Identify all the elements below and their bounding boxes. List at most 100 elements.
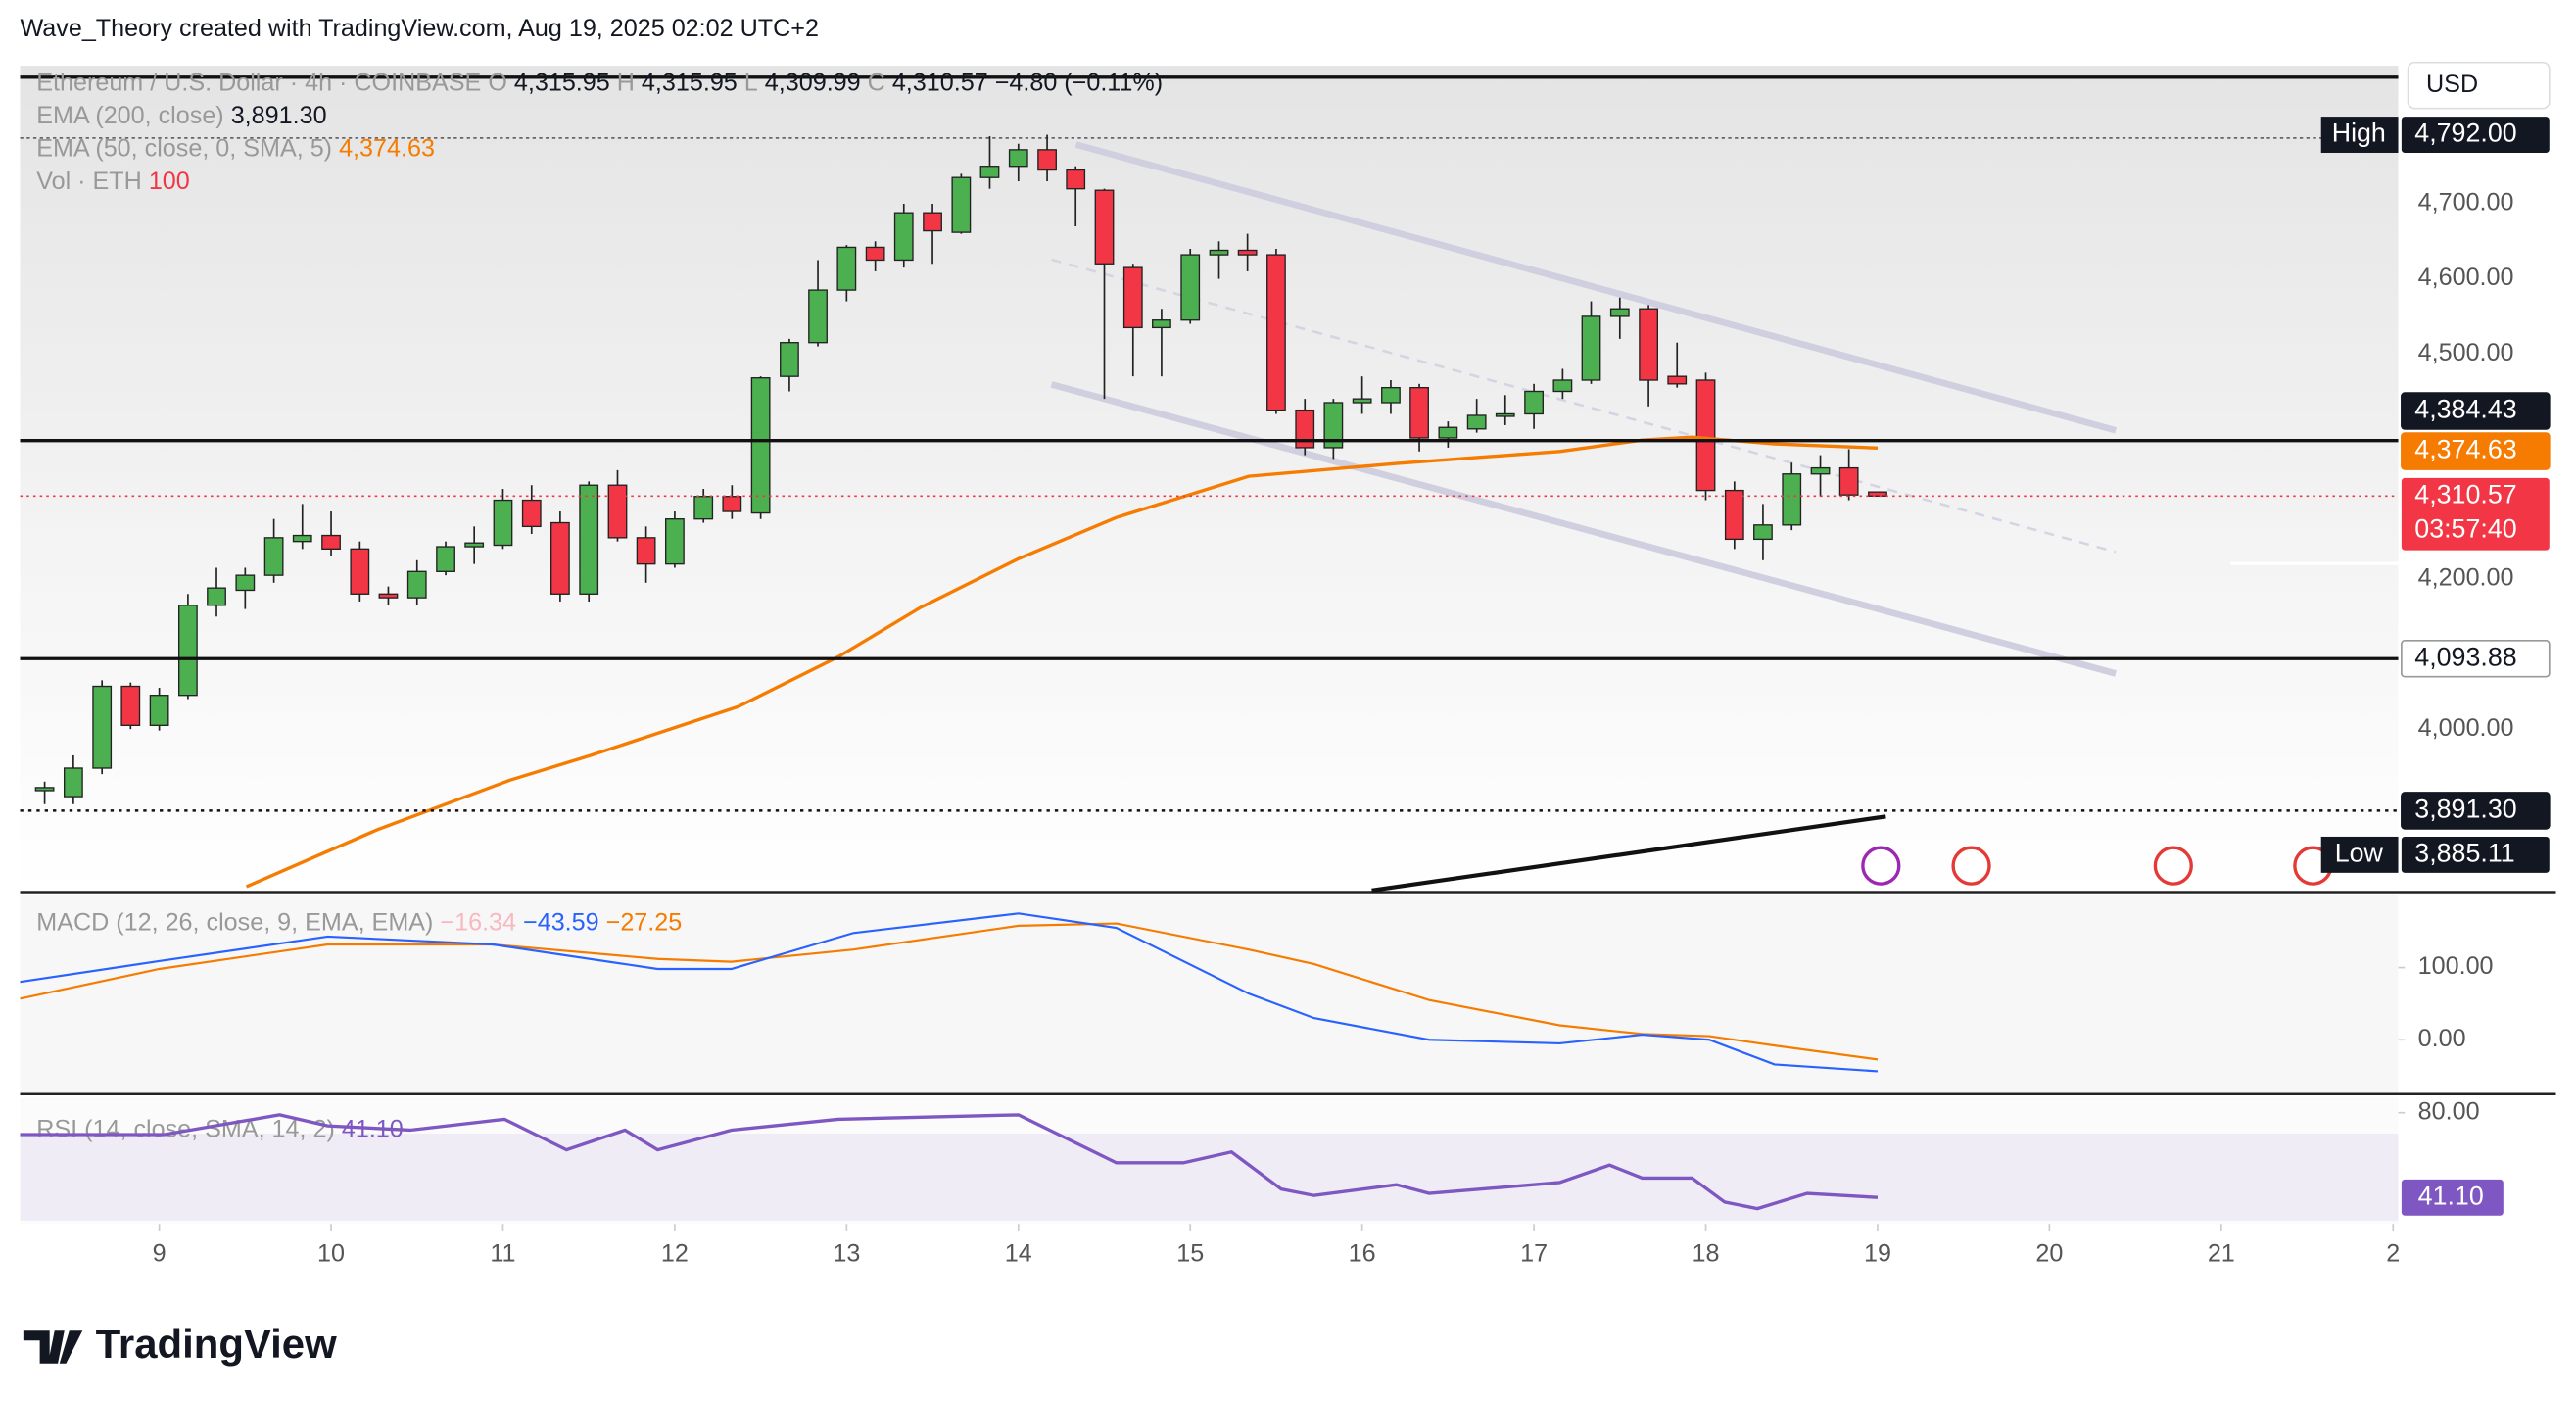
candle-body [579,484,599,595]
candle-body [979,166,1000,178]
candle-body [120,685,141,726]
macd-tick-label: 0.00 [2418,1025,2466,1052]
level-label-box [2401,639,2551,678]
x-tick-label: 12 [661,1240,689,1268]
candle-body [1295,409,1315,449]
event-icon [1861,846,1901,886]
ema200-label: 3,891.30 [2414,794,2516,823]
marker-label: 4,792.00 [2414,119,2516,148]
candle-body [1409,386,1429,439]
candle-body [1524,390,1544,415]
candle-body [951,176,972,233]
marker-label: 3,885.11 [2414,838,2514,867]
price-pane [20,66,2399,891]
candle-body [321,534,341,551]
level-label: 4,093.88 [2414,642,2516,671]
rsi-band [20,1134,2399,1221]
event-icon [2153,846,2193,886]
candle-body [1495,412,1515,417]
x-tick-label: 15 [1176,1240,1204,1268]
rsi-line [20,1113,1879,1211]
ema50-line [245,435,1879,889]
candle-body [34,787,55,792]
macd-signal-line [20,922,1879,1061]
candle-body [350,548,370,595]
candle-body [1724,489,1744,541]
level-label: 4,384.43 [2414,395,2516,424]
candle-body [1094,189,1115,265]
candle-body [750,377,771,514]
candle-body [521,499,542,528]
candle-body [92,685,113,769]
candle-body [1466,414,1487,430]
quote-key: H [617,69,635,96]
indicator-name: EMA (50, close, 0, SMA, 5) [36,134,332,162]
ema50-label-box [2401,432,2551,470]
candle-body [493,499,513,547]
candle-body [1323,402,1344,449]
credit: Wave_Theory created with TradingView.com… [20,15,818,42]
candle-body [665,518,685,565]
last-price-label: 4,310.57 [2414,479,2516,508]
candle-body [1868,491,1887,497]
candle-body [406,570,427,599]
rsi-value-box [2401,1179,2504,1216]
candle-body [1266,254,1286,411]
x-tick-label: 20 [2035,1240,2063,1268]
candle-body [923,212,942,232]
candle-body [1237,249,1258,256]
candle-body [1609,308,1630,317]
channel-upper [1074,141,2118,434]
ema200-label-box [2401,792,2551,830]
macd-line [20,912,1879,1073]
ema50-label: 4,374.63 [2414,435,2516,464]
candle-body [1581,315,1601,381]
candle-body [1122,266,1143,329]
x-tick-label: 11 [490,1240,515,1268]
quote-key: O [488,69,507,96]
x-tick-label: 17 [1520,1240,1548,1268]
candle-body [436,546,455,572]
candle-body [693,496,714,520]
indicator-value: 3,891.30 [231,102,327,129]
candle-body [63,767,83,798]
change: −4.80 (−0.11%) [995,69,1163,96]
countdown: 03:57:40 [2414,514,2516,544]
y-tick-label: 4,600.00 [2418,264,2514,291]
candle-body [1639,308,1658,381]
quote-key: L [744,69,758,96]
candle-body [893,212,914,262]
candle-body [636,537,656,565]
legend-row: RSI (14, close, SMA, 14, 2) 41.10 [36,1115,404,1142]
quote-key: C [868,69,885,96]
rsi-tick-label: 80.00 [2418,1097,2480,1125]
y-tick-label: 4,700.00 [2418,189,2514,217]
indicator-name: Vol · ETH [36,168,142,195]
x-tick-label: 9 [153,1240,167,1268]
legend-row: EMA (200, close) 3,891.30 [36,102,326,129]
legend-row: EMA (50, close, 0, SMA, 5) 4,374.63 [36,134,435,162]
logo: TradingView [23,1321,337,1367]
event-icon [1951,846,1991,886]
candle-body [235,574,256,592]
x-tick-label: 18 [1693,1240,1720,1268]
candle-body [263,537,284,576]
candle-body [292,534,312,543]
currency-box [2407,61,2551,110]
candle-body [1209,249,1229,256]
trend-line [1371,814,1886,893]
candle-body [464,542,485,548]
candle-body [378,593,399,599]
y-tick-label: 4,200.00 [2418,564,2514,592]
indicator-value: −16.34 [440,908,516,936]
symbol: Ethereum / U.S. Dollar · 4h · COINBASE [36,69,481,96]
currency: USD [2426,71,2478,98]
candle-body [1695,379,1716,492]
legend-row: Vol · ETH 100 [36,168,190,195]
quote-value: 4,310.57 [892,69,988,96]
candle-body [178,605,198,697]
candle-body [1381,386,1401,404]
candle-body [1037,149,1057,171]
